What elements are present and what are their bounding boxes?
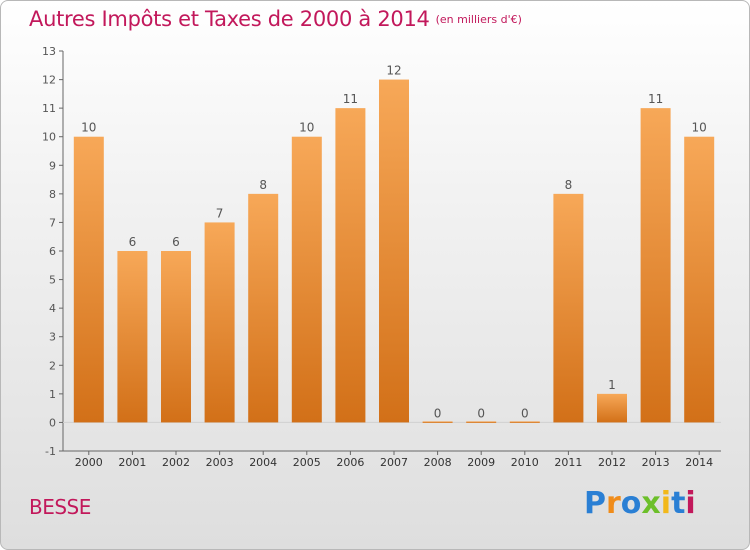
logo-letter: i [685, 486, 696, 521]
x-tick-label: 2009 [467, 456, 495, 469]
x-tick-label: 2000 [75, 456, 103, 469]
bar-layer [73, 79, 715, 423]
bar [379, 79, 409, 423]
proxiti-logo: Proxiti [584, 486, 696, 521]
logo-letter: P [584, 486, 606, 521]
chart-title-text: Autres Impôts et Taxes de 2000 à 2014 [29, 7, 430, 31]
logo-letter: x [641, 486, 661, 521]
bar-value-label: 12 [386, 64, 401, 78]
x-tick-label: 2003 [206, 456, 234, 469]
bar-value-label: 8 [565, 178, 573, 192]
bar-value-label: 7 [216, 206, 224, 220]
bar [291, 136, 322, 423]
bar-value-label: 0 [434, 406, 442, 420]
y-tick-label: 3 [49, 331, 56, 344]
y-tick-label: 8 [49, 188, 56, 201]
y-tick-label: 4 [49, 302, 56, 315]
x-tick-label: 2010 [511, 456, 539, 469]
commune-name: BESSE [29, 495, 91, 519]
x-tick-label: 2007 [380, 456, 408, 469]
bar [204, 222, 235, 423]
bar [422, 421, 453, 423]
y-tick-label: 7 [49, 216, 56, 229]
bar [161, 251, 191, 423]
y-tick-label: 12 [42, 74, 56, 87]
bar-value-label: 11 [343, 92, 358, 106]
y-tick-label: 10 [42, 131, 56, 144]
bar-value-label: 8 [259, 178, 267, 192]
bar-value-label: 10 [299, 121, 314, 135]
bar-value-label: 1 [608, 378, 616, 392]
y-tick-label: 2 [49, 359, 56, 372]
y-tick-label: -1 [45, 445, 56, 458]
bar [509, 421, 540, 423]
bar [73, 136, 104, 423]
x-tick-label: 2006 [336, 456, 364, 469]
bar [117, 251, 148, 423]
bar-value-label: 6 [129, 235, 137, 249]
x-tick-label: 2013 [642, 456, 670, 469]
bar [684, 136, 715, 423]
x-tick-label: 2011 [554, 456, 582, 469]
x-tick-label: 2001 [118, 456, 146, 469]
x-tick-label: 2005 [293, 456, 321, 469]
logo-letter: i [660, 486, 672, 521]
logo-letter: r [606, 486, 621, 521]
y-tick-label: 11 [42, 102, 56, 115]
x-tick-label: 2002 [162, 456, 190, 469]
logo-letter: t [671, 486, 686, 521]
y-tick-label: 9 [49, 159, 56, 172]
logo-letter: o [620, 486, 642, 521]
y-tick-label: 6 [49, 245, 56, 258]
x-tick-label: 2008 [424, 456, 452, 469]
y-tick-label: 0 [49, 416, 56, 429]
x-tick-label: 2014 [685, 456, 713, 469]
bar-value-label: 0 [521, 406, 529, 420]
bar [248, 193, 279, 423]
bar [597, 393, 627, 423]
x-tick-label: 2012 [598, 456, 626, 469]
bar-value-label: 10 [692, 121, 707, 135]
bar [553, 193, 584, 423]
x-tick-label: 2004 [249, 456, 277, 469]
chart-title: Autres Impôts et Taxes de 2000 à 2014 (en… [29, 7, 522, 31]
y-tick-label: 13 [42, 45, 56, 58]
bar [335, 108, 366, 423]
bar-value-label: 11 [648, 92, 663, 106]
label-layer: 1020006200162002720038200410200511200612… [75, 64, 713, 469]
bar-value-label: 10 [81, 121, 96, 135]
y-tick-label: 5 [49, 274, 56, 287]
bar-value-label: 6 [172, 235, 180, 249]
bar-value-label: 0 [477, 406, 485, 420]
chart-unit-text: (en milliers d'€) [435, 13, 522, 26]
bar [466, 421, 497, 423]
bar [640, 108, 671, 423]
y-tick-label: 1 [49, 388, 56, 401]
